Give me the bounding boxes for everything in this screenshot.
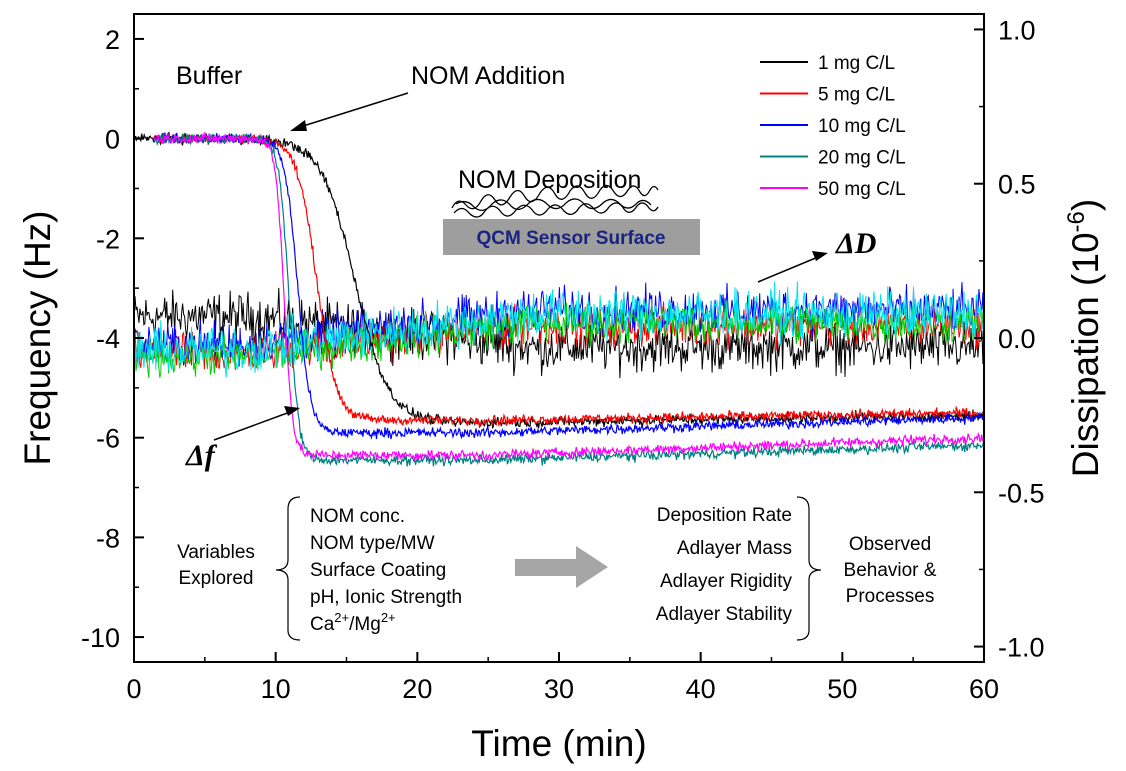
behavior-item-1: Deposition Rate <box>657 505 792 526</box>
y-right-tick-label: 0.0 <box>998 324 1036 354</box>
delta-d-arrow <box>757 251 828 283</box>
series-layer <box>133 131 985 468</box>
behavior-item-2: Adlayer Mass <box>677 538 792 559</box>
behavior-item-3: Adlayer Rigidity <box>660 571 792 592</box>
delta-d-label: ΔD <box>835 227 876 260</box>
y-left-tick-label: 0 <box>105 125 120 155</box>
explored-item-4: pH, Ionic Strength <box>310 587 462 608</box>
y-left-tick-label: -10 <box>81 623 120 653</box>
sensor-surface-label: QCM Sensor Surface <box>477 228 666 249</box>
explored-item-1: NOM conc. <box>310 506 405 527</box>
legend-label-3: 10 mg C/L <box>818 116 906 137</box>
y-right-tick-label: 1.0 <box>998 15 1036 45</box>
x-tick-label: 50 <box>827 674 857 704</box>
legend-label-5: 50 mg C/L <box>818 179 906 200</box>
behavior-list: Deposition Rate Adlayer Mass Adlayer Rigid… <box>656 505 793 625</box>
x-axis-title: Time (min) <box>471 723 646 764</box>
y-left-tick-label: -4 <box>96 324 120 354</box>
left-axis-title: Frequency (Hz) <box>17 211 58 466</box>
left-bracket <box>275 496 301 641</box>
nom-addition-label: NOM Addition <box>411 62 565 90</box>
nom-adlayer-graphic <box>451 184 659 218</box>
y-left-tick-label: -8 <box>96 523 120 553</box>
buffer-label: Buffer <box>176 62 242 90</box>
y-right-tick-label: -0.5 <box>998 478 1045 508</box>
nom-deposition-label: NOM Deposition <box>458 166 641 194</box>
explored-item-3: Surface Coating <box>310 560 446 581</box>
x-tick-label: 40 <box>686 674 716 704</box>
x-tick-label: 20 <box>402 674 432 704</box>
legend-label-1: 1 mg C/L <box>818 53 895 74</box>
y-right-tick-label: -1.0 <box>998 633 1045 663</box>
explored-item-2: NOM type/MW <box>310 533 435 554</box>
x-tick-label: 60 <box>969 674 999 704</box>
ca-mg-item: Ca2+/Mg2+ <box>310 610 396 635</box>
ticks-layer: 0 10 20 30 40 50 6020-2-4-6-8-101.00.50.0-0.5-… <box>81 15 1045 704</box>
y-left-tick-label: -2 <box>96 224 120 254</box>
observed-behavior-label: Observed Behavior & Processes <box>844 534 937 607</box>
right-bracket <box>796 496 822 641</box>
dissipation-line-4 <box>133 298 985 378</box>
variables-explored-label: Variables Explored <box>177 542 255 589</box>
legend-label-4: 20 mg C/L <box>818 148 906 169</box>
y-left-tick-label: -6 <box>96 424 120 454</box>
dissipation-line-5 <box>133 281 985 378</box>
x-tick-label: 30 <box>544 674 574 704</box>
x-tick-label: 10 <box>261 674 291 704</box>
delta-f-label: Δf <box>185 439 218 472</box>
frequency-line-4 <box>153 133 984 468</box>
x-tick-label: 0 <box>126 674 141 704</box>
nom-addition-arrow <box>290 92 409 131</box>
explored-list: NOM conc. NOM type/MW Surface Coating pH, I… <box>310 506 462 608</box>
right-axis-title: Dissipation (10-6) <box>1063 199 1106 477</box>
y-left-tick-label: 2 <box>105 25 120 55</box>
legend-label-2: 5 mg C/L <box>818 85 895 106</box>
big-arrow <box>515 546 608 588</box>
y-right-tick-label: 0.5 <box>998 170 1036 200</box>
behavior-item-4: Adlayer Stability <box>656 604 793 625</box>
delta-f-arrow <box>213 406 300 441</box>
frequency-line-3 <box>153 132 984 441</box>
sensor-surface-box <box>443 219 700 255</box>
legend: 1 mg C/L 5 mg C/L 10 mg C/L 20 mg C/L 50 mg … <box>760 53 906 200</box>
